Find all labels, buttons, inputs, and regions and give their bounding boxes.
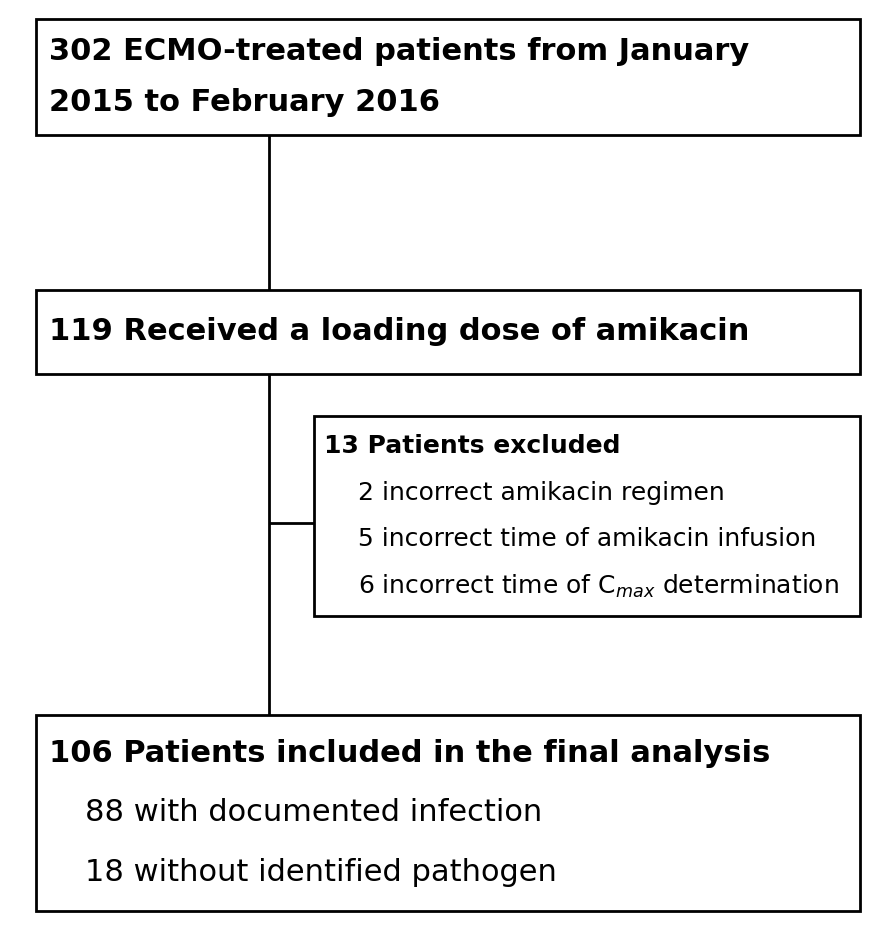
Text: 106 Patients included in the final analysis: 106 Patients included in the final analy… [49,739,771,768]
Text: 302 ECMO-treated patients from January: 302 ECMO-treated patients from January [49,37,750,66]
Text: 2015 to February 2016: 2015 to February 2016 [49,88,440,117]
Text: 5 incorrect time of amikacin infusion: 5 incorrect time of amikacin infusion [358,528,816,551]
Bar [36,290,860,374]
Bar [314,416,860,616]
Bar [36,715,860,911]
Text: 88 with documented infection: 88 with documented infection [85,798,542,828]
Text: 18 without identified pathogen: 18 without identified pathogen [85,857,557,886]
Bar [36,19,860,135]
Text: 2 incorrect amikacin regimen: 2 incorrect amikacin regimen [358,481,725,504]
Text: 6 incorrect time of C$_{max}$ determination: 6 incorrect time of C$_{max}$ determinat… [358,573,840,600]
Text: 119 Received a loading dose of amikacin: 119 Received a loading dose of amikacin [49,317,750,347]
Text: 13 Patients excluded: 13 Patients excluded [324,434,621,458]
